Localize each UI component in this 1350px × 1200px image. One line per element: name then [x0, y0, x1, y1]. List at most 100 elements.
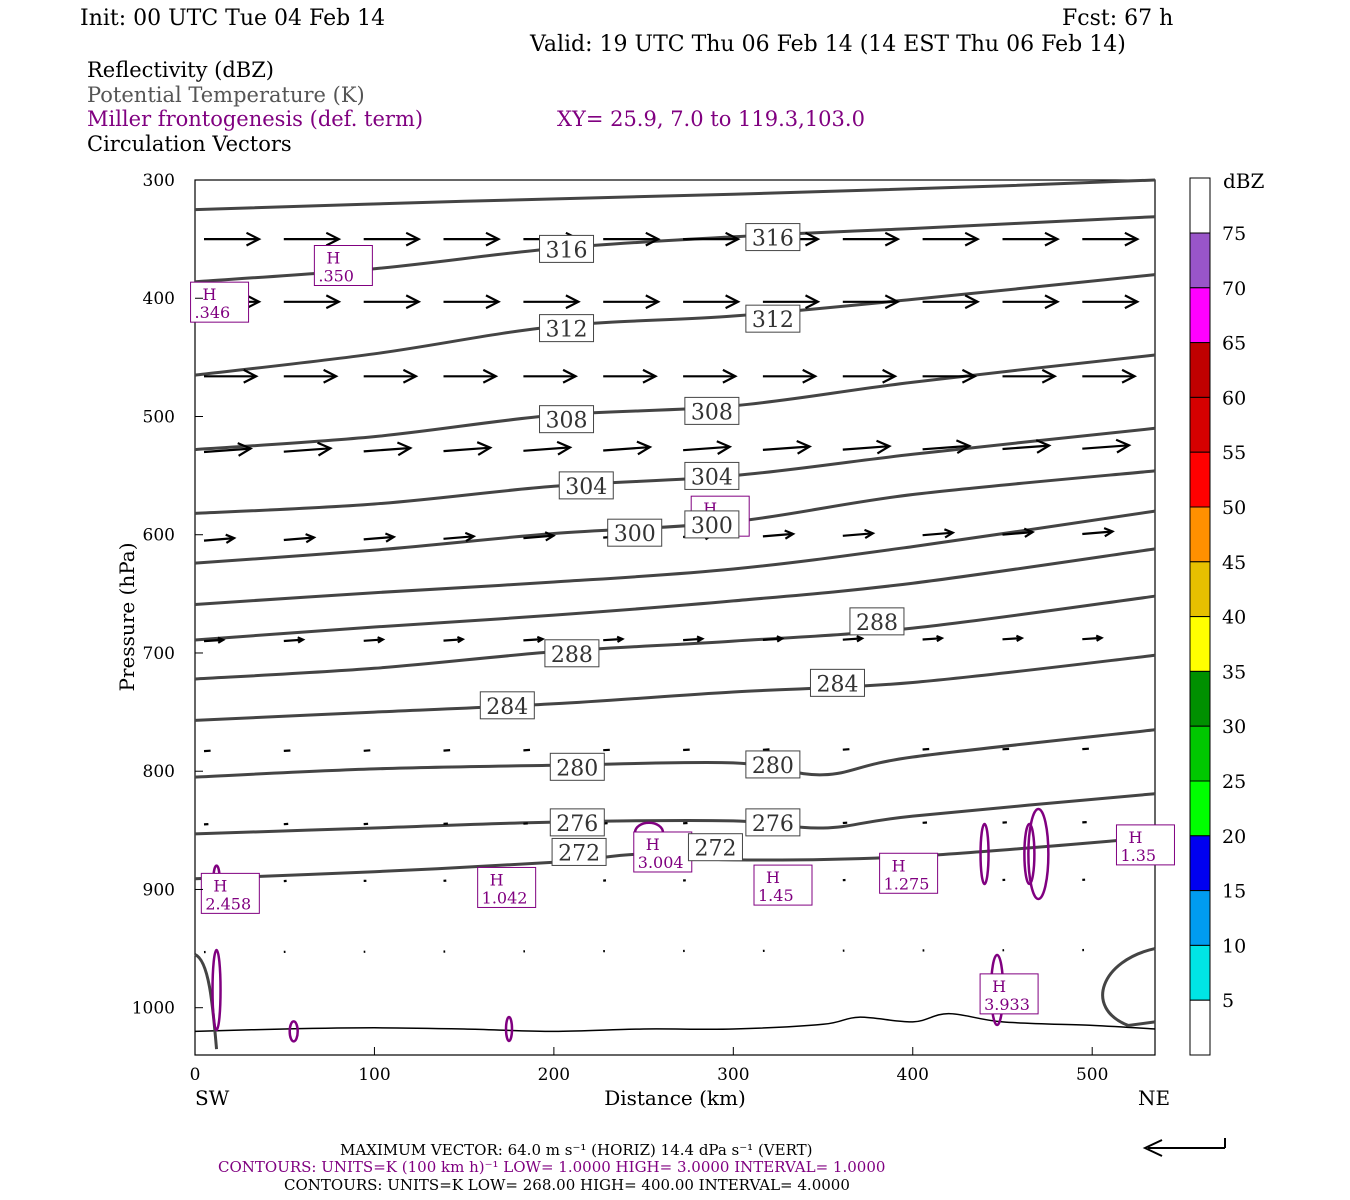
vector-arrow — [762, 748, 770, 751]
colorbar-segment — [1189, 232, 1211, 289]
theta-label-box — [809, 668, 865, 697]
vector-arrow — [363, 441, 413, 457]
dbz-colorbar: 5 10 15 20 25 30 35 40 45 50 55 60 65 70 75 — [1189, 177, 1246, 1056]
vector-arrow — [1082, 294, 1140, 310]
vector-arrow — [762, 439, 813, 455]
y-tick-label: 600 — [143, 526, 175, 546]
vector-shaft — [842, 637, 863, 641]
vector-arrow — [842, 368, 898, 384]
theta-label-276: 276 — [745, 808, 801, 837]
frontogenesis-max-label: H3.004 — [633, 831, 693, 873]
theta-label-box — [687, 833, 743, 862]
theta-label-text: 300 — [691, 514, 733, 539]
vector-shaft — [283, 447, 331, 453]
vector-arrow — [283, 368, 339, 384]
colorbar-segment-top — [1189, 177, 1211, 234]
vector-head — [476, 441, 493, 456]
vector-shaft — [443, 749, 451, 752]
x-end-label-left: SW — [195, 1086, 230, 1110]
vector-arrow — [683, 294, 741, 310]
vector-arrow — [842, 294, 901, 310]
colorbar-unit: dBZ — [1223, 169, 1265, 193]
frontogenesis-max-value: 2.458 — [205, 894, 251, 913]
frontogenesis-contour — [1027, 807, 1050, 901]
theta-label-box — [849, 607, 905, 636]
colorbar-segment — [1189, 616, 1211, 672]
vector-head — [1095, 634, 1104, 642]
frontogenesis-max-value: 1.042 — [482, 888, 528, 907]
vector-shaft — [922, 637, 942, 641]
vector-head — [804, 231, 821, 247]
frontogenesis-max-label: H.350 — [313, 245, 373, 286]
theta-label-box — [684, 510, 740, 539]
frontogenesis-max-h: H — [992, 977, 1006, 996]
frontogenesis-max-label: H1.45 — [753, 864, 813, 906]
surface-pressure-line — [194, 1012, 1156, 1033]
field-frontogenesis: Miller frontogenesis (def. term) — [87, 107, 423, 131]
theta-label-box — [558, 471, 614, 500]
vector-shaft — [603, 637, 623, 642]
frontogenesis-max-label: H2.458 — [200, 872, 260, 914]
init-time: Init: 00 UTC Tue 04 Feb 14 — [80, 6, 385, 31]
vector-head — [876, 439, 892, 455]
vector-arrow — [603, 294, 661, 310]
frontogenesis-max-value: 1.35 — [1120, 846, 1156, 865]
y-tick-label: 400 — [143, 289, 175, 309]
theta-contour-296 — [194, 509, 1156, 606]
vector-head — [636, 440, 653, 456]
vector-head — [1121, 368, 1138, 384]
vector-arrow — [683, 440, 733, 455]
y-tick-label: 500 — [143, 407, 175, 427]
theta-label-304: 304 — [558, 471, 614, 500]
vector-head — [325, 294, 342, 310]
theta-label-272: 272 — [687, 833, 743, 862]
vector-arrow — [443, 231, 501, 247]
frontogenesis-max-h: H — [203, 285, 217, 304]
theta-label-text: 276 — [556, 812, 598, 837]
vector-shaft — [283, 536, 315, 542]
vector-arrow — [842, 231, 901, 247]
vector-head — [1044, 231, 1060, 247]
theta-label-300: 300 — [607, 518, 663, 547]
theta-label-text: 316 — [546, 238, 588, 263]
vector-arrow — [283, 636, 306, 644]
frontogenesis-contour — [504, 1015, 514, 1043]
colorbar-segment — [1189, 944, 1211, 1001]
vector-head — [943, 528, 956, 539]
vector-arrow — [922, 368, 978, 384]
y-tick-label: 300 — [143, 171, 175, 191]
theta-label-box — [479, 691, 535, 720]
y-tick-label: 1000 — [132, 999, 175, 1019]
theta-label-box — [539, 405, 595, 434]
vector-head — [1103, 527, 1115, 538]
theta-label-text: 280 — [556, 756, 598, 781]
vector-shaft — [762, 445, 810, 451]
vector-arrow — [1082, 231, 1140, 247]
vector-arrow — [922, 634, 945, 643]
vector-arrow — [1002, 231, 1060, 247]
frontogenesis-max-box — [313, 245, 373, 286]
vector-arrow — [762, 635, 785, 643]
frontogenesis-max-h: H — [1128, 828, 1142, 847]
vector-arrow — [1082, 634, 1104, 642]
colorbar-segment — [1189, 506, 1211, 563]
vector-head — [1124, 231, 1140, 247]
colorbar-segment — [1189, 999, 1211, 1056]
frontogenesis-max-box — [979, 973, 1039, 1015]
colorbar-tick-label: 50 — [1222, 497, 1246, 519]
field-vectors: Circulation Vectors — [87, 132, 292, 156]
theta-labels: 316 316 312 312 308 308 304 304 300 300 288 288 284 2… — [479, 223, 905, 866]
vector-arrow — [283, 441, 333, 457]
vector-arrow — [1002, 527, 1036, 538]
theta-label-text: 276 — [752, 812, 794, 837]
footer-contours-theta: CONTOURS: UNITS=K LOW= 268.00 HIGH= 400.… — [284, 1176, 850, 1194]
colorbar-tick-label: 75 — [1222, 223, 1246, 245]
theta-label-text: 284 — [486, 695, 528, 720]
theta-label-box — [745, 750, 801, 779]
vector-arrow — [523, 294, 581, 310]
vector-arrow — [1002, 294, 1060, 310]
frontogenesis-max-label: H1.275 — [879, 852, 939, 894]
vector-arrow — [603, 231, 661, 247]
plot-area: H.346H.350H.851H2.458H1.042H3.004H1.45H1… — [190, 178, 1175, 1056]
vector-arrow — [283, 294, 342, 310]
